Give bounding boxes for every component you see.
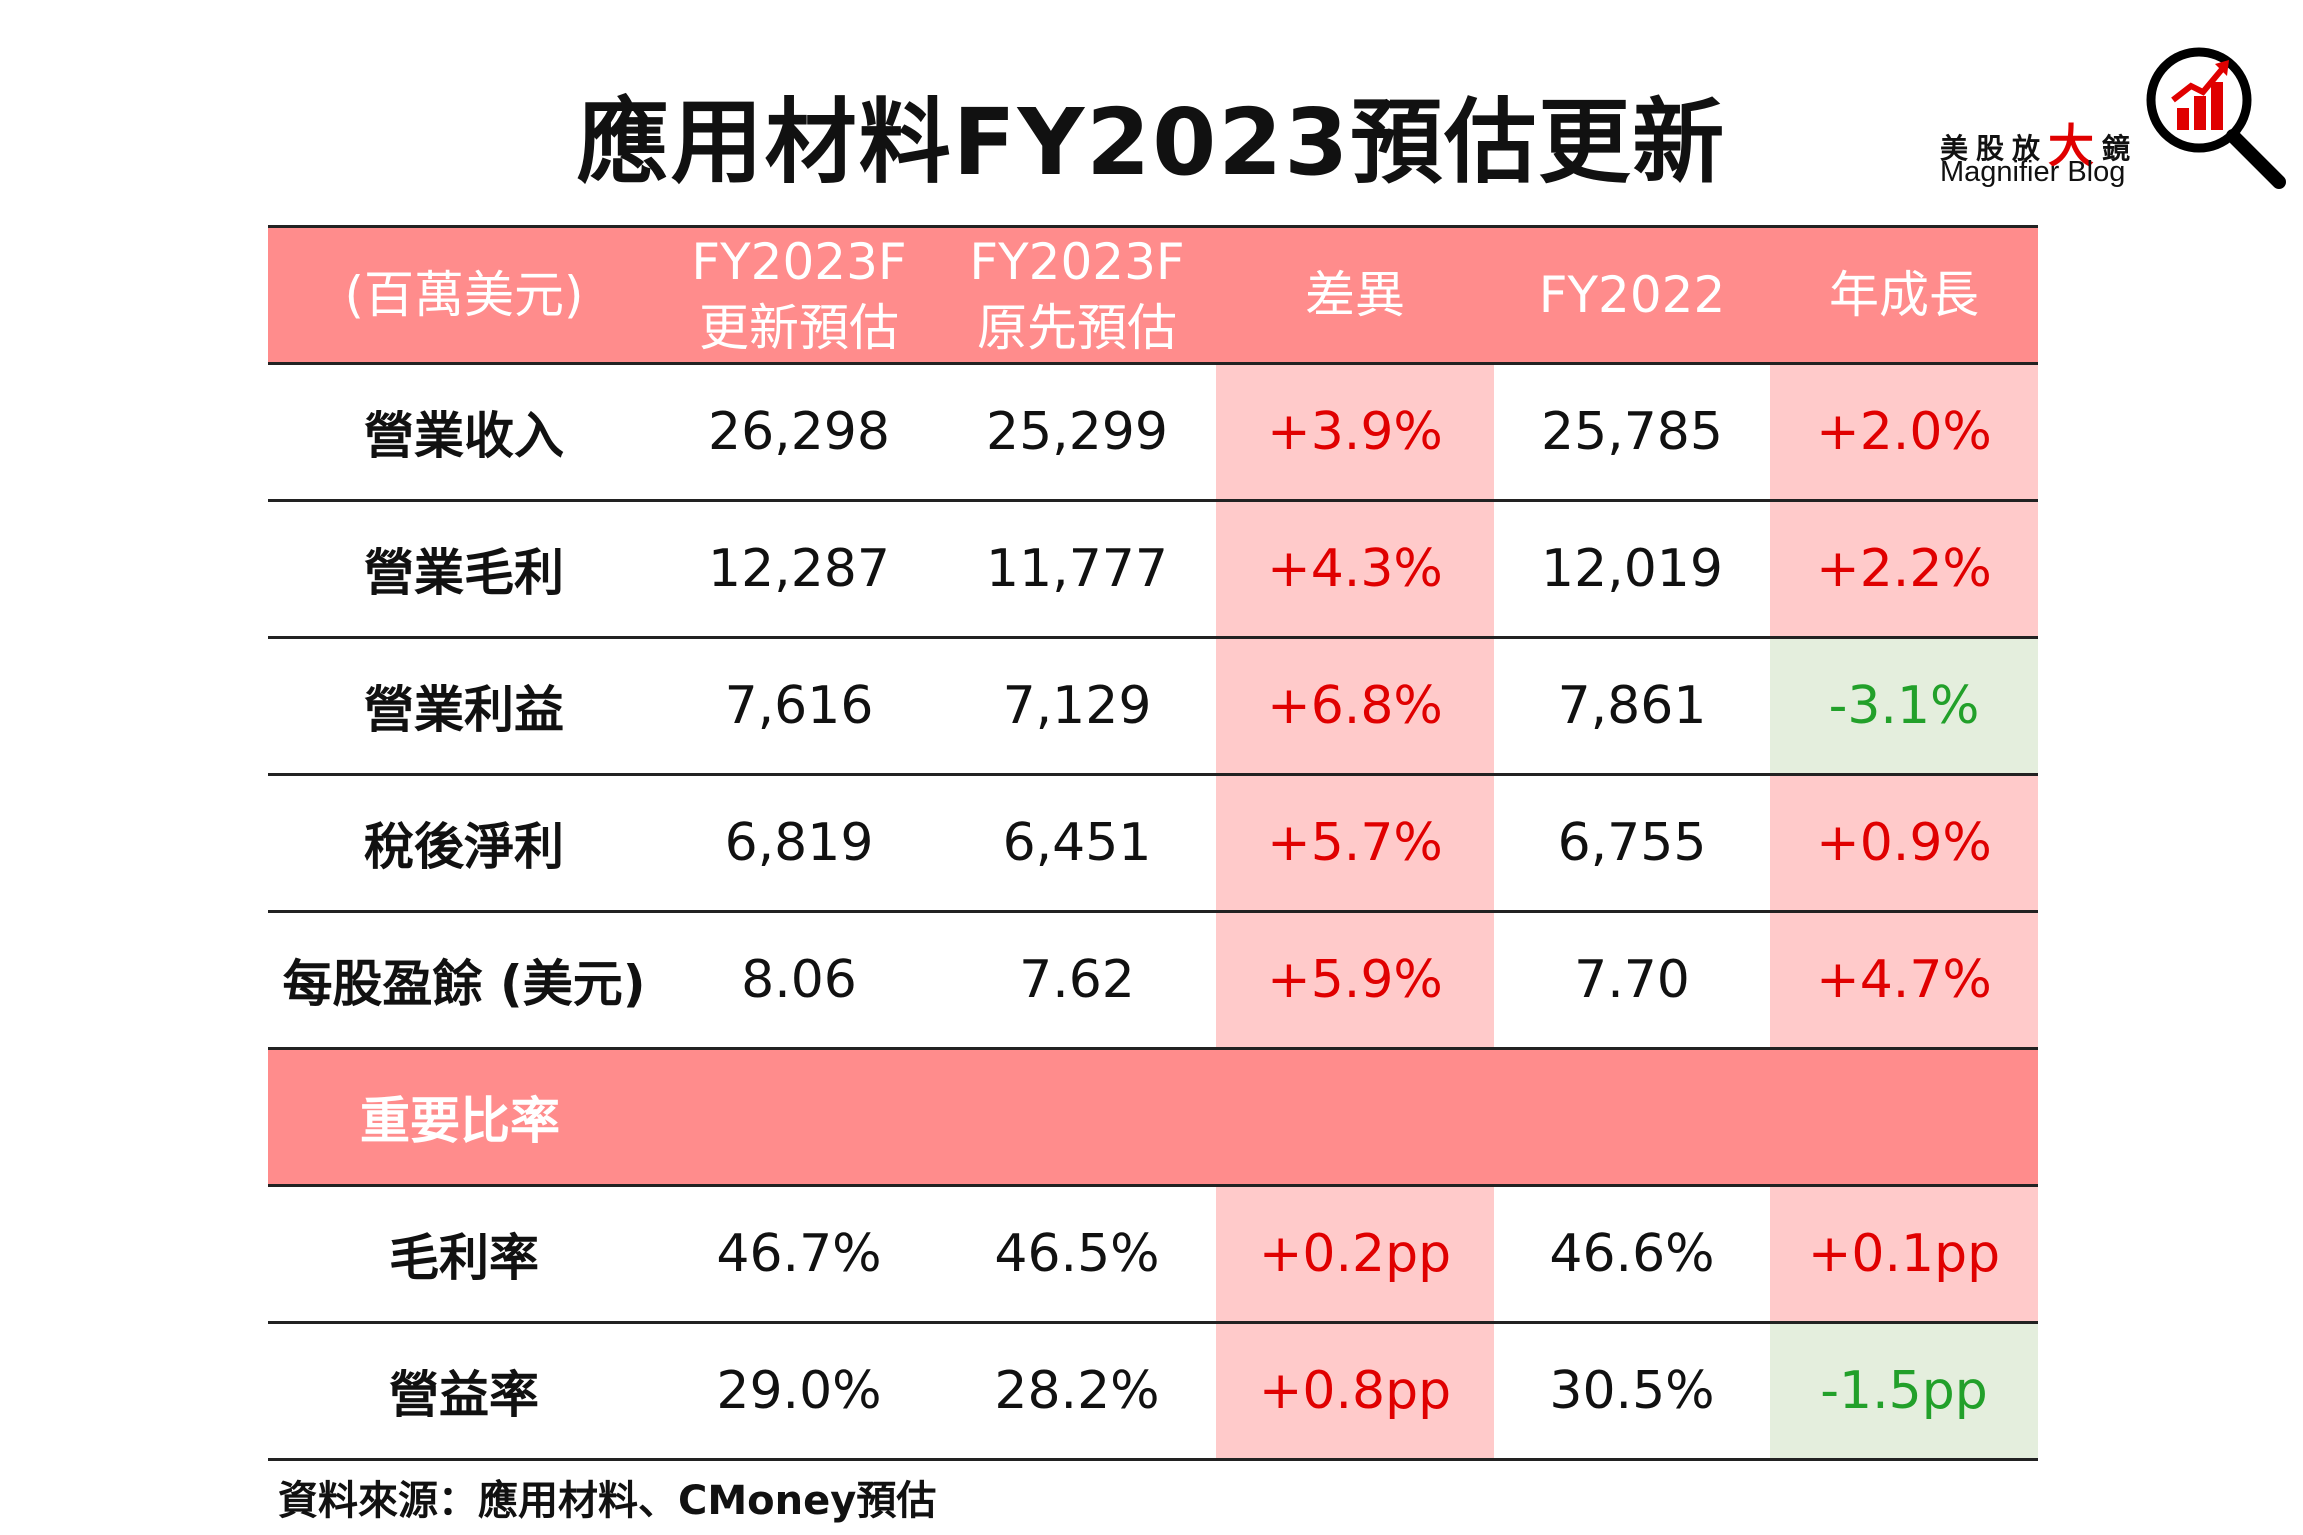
cell-yoy: +2.0%	[1770, 362, 2038, 501]
header-difference: 差異	[1216, 225, 1494, 364]
table-row: 營益率 29.0% 28.2% +0.8pp 30.5% -1.5pp	[268, 1321, 2038, 1461]
cell-original: 7.62	[938, 910, 1216, 1049]
header-original-line1: FY2023F	[969, 233, 1185, 291]
cell-fy2022: 30.5%	[1494, 1321, 1770, 1461]
cell-difference: +0.8pp	[1216, 1321, 1494, 1461]
header-yoy-growth: 年成長	[1770, 225, 2038, 364]
cell-original: 11,777	[938, 499, 1216, 638]
forecast-table: (百萬美元) FY2023F 更新預估 FY2023F 原先預估 差異 FY2022…	[268, 225, 2038, 1461]
cell-original: 28.2%	[938, 1321, 1216, 1461]
row-label: 營業毛利	[268, 499, 660, 638]
header-yoy-text: 年成長	[1829, 266, 1979, 324]
cell-yoy: -1.5pp	[1770, 1321, 2038, 1461]
cell-updated: 6,819	[660, 773, 938, 912]
cell-difference: +3.9%	[1216, 362, 1494, 501]
cell-fy2022: 25,785	[1494, 362, 1770, 501]
cell-updated: 8.06	[660, 910, 938, 1049]
logo-chinese-suffix: 鏡	[2102, 132, 2139, 165]
logo-chinese-big: 大	[2048, 119, 2103, 173]
row-label: 營業利益	[268, 636, 660, 775]
cell-fy2022: 12,019	[1494, 499, 1770, 638]
header-unit-text: (百萬美元)	[344, 266, 584, 324]
cell-fy2022: 7,861	[1494, 636, 1770, 775]
cell-yoy: +2.2%	[1770, 499, 2038, 638]
cell-original: 46.5%	[938, 1184, 1216, 1323]
cell-fy2022: 6,755	[1494, 773, 1770, 912]
cell-yoy: +4.7%	[1770, 910, 2038, 1049]
cell-updated: 29.0%	[660, 1321, 938, 1461]
cell-yoy: -3.1%	[1770, 636, 2038, 775]
cell-difference: +5.9%	[1216, 910, 1494, 1049]
cell-updated: 26,298	[660, 362, 938, 501]
section-header-row: 重要比率	[268, 1047, 2038, 1186]
cell-updated: 7,616	[660, 636, 938, 775]
table-row: 營業利益 7,616 7,129 +6.8% 7,861 -3.1%	[268, 636, 2038, 775]
header-difference-text: 差異	[1305, 266, 1405, 324]
table-header-row: (百萬美元) FY2023F 更新預估 FY2023F 原先預估 差異 FY2022…	[268, 225, 2038, 364]
cell-fy2022: 7.70	[1494, 910, 1770, 1049]
cell-difference: +4.3%	[1216, 499, 1494, 638]
header-original-line2: 原先預估	[977, 299, 1177, 357]
header-updated-line2: 更新預估	[699, 299, 899, 357]
cell-yoy: +0.1pp	[1770, 1184, 2038, 1323]
row-label: 毛利率	[268, 1184, 660, 1323]
brand-logo: 美股放大鏡 Magnifier Blog	[1930, 38, 2290, 198]
table-row: 每股盈餘 (美元) 8.06 7.62 +5.9% 7.70 +4.7%	[268, 910, 2038, 1049]
header-updated-line1: FY2023F	[691, 233, 907, 291]
header-fy2022-text: FY2022	[1538, 266, 1726, 324]
header-original-forecast: FY2023F 原先預估	[938, 225, 1216, 364]
cell-yoy: +0.9%	[1770, 773, 2038, 912]
logo-chinese-name: 美股放大鏡	[1940, 110, 2138, 176]
cell-difference: +5.7%	[1216, 773, 1494, 912]
cell-updated: 46.7%	[660, 1184, 938, 1323]
section-label: 重要比率	[268, 1047, 2038, 1186]
row-label: 營益率	[268, 1321, 660, 1461]
row-label: 稅後淨利	[268, 773, 660, 912]
cell-difference: +0.2pp	[1216, 1184, 1494, 1323]
table-row: 營業毛利 12,287 11,777 +4.3% 12,019 +2.2%	[268, 499, 2038, 638]
row-label: 營業收入	[268, 362, 660, 501]
logo-english-name: Magnifier Blog	[1940, 156, 2126, 188]
table-row: 毛利率 46.7% 46.5% +0.2pp 46.6% +0.1pp	[268, 1184, 2038, 1323]
header-updated-forecast: FY2023F 更新預估	[660, 225, 938, 364]
logo-chinese-prefix: 美股放	[1940, 132, 2049, 165]
table-row: 營業收入 26,298 25,299 +3.9% 25,785 +2.0%	[268, 362, 2038, 501]
cell-original: 25,299	[938, 362, 1216, 501]
cell-original: 7,129	[938, 636, 1216, 775]
page-title: 應用材料FY2023預估更新	[576, 89, 1727, 196]
source-note: 資料來源：應用材料、CMoney預估	[278, 1478, 937, 1524]
header-fy2022: FY2022	[1494, 225, 1770, 364]
header-unit: (百萬美元)	[268, 225, 660, 364]
cell-original: 6,451	[938, 773, 1216, 912]
cell-difference: +6.8%	[1216, 636, 1494, 775]
row-label: 每股盈餘 (美元)	[268, 910, 660, 1049]
table-row: 稅後淨利 6,819 6,451 +5.7% 6,755 +0.9%	[268, 773, 2038, 912]
cell-fy2022: 46.6%	[1494, 1184, 1770, 1323]
cell-updated: 12,287	[660, 499, 938, 638]
magnifier-chart-icon	[2146, 47, 2286, 189]
